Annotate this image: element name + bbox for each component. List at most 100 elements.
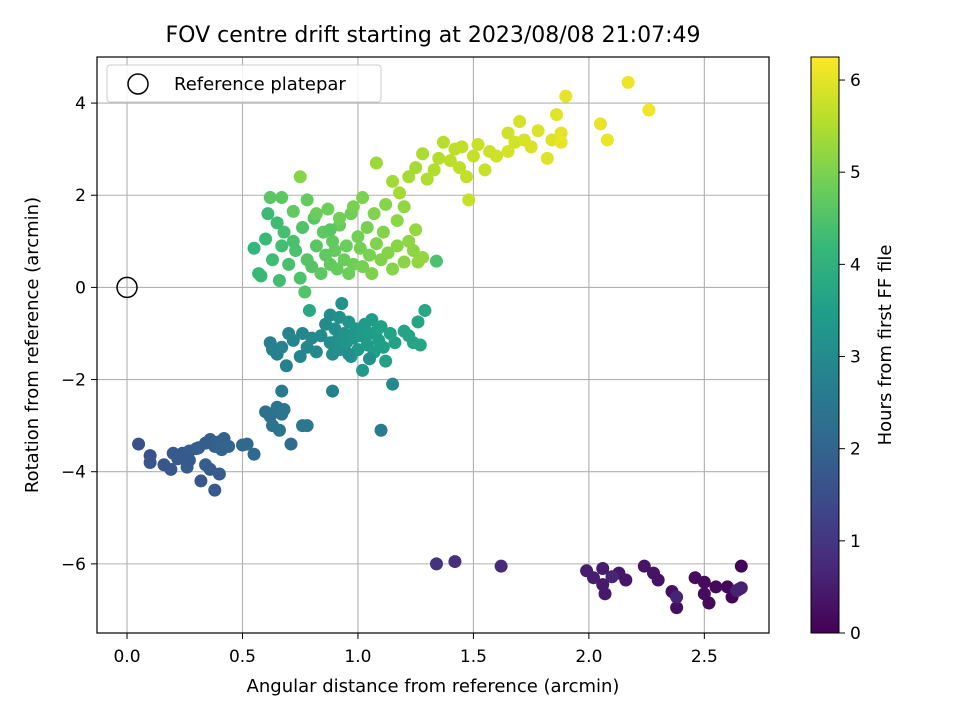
data-point	[330, 262, 344, 276]
data-point	[734, 559, 748, 573]
data-point	[374, 320, 388, 334]
data-point	[356, 260, 370, 274]
data-point	[388, 336, 402, 350]
data-point	[286, 204, 300, 218]
data-point	[203, 462, 217, 476]
y-tick-label: 2	[75, 186, 86, 206]
data-point	[314, 267, 328, 281]
x-tick-label: 1.5	[460, 647, 487, 667]
colorbar-tick-label: 3	[850, 348, 861, 368]
data-point	[298, 285, 312, 299]
y-tick-label: −6	[61, 555, 86, 575]
data-point	[328, 244, 342, 258]
data-point	[688, 571, 702, 585]
data-point	[524, 140, 538, 154]
data-point	[353, 241, 367, 255]
data-point	[275, 239, 289, 253]
data-point	[697, 587, 711, 601]
data-point	[272, 423, 286, 437]
data-point	[277, 225, 291, 239]
data-point	[621, 75, 635, 89]
data-point	[379, 354, 393, 368]
data-point	[309, 239, 323, 253]
data-point	[296, 220, 310, 234]
data-point	[670, 601, 684, 615]
data-point	[580, 564, 594, 578]
data-point	[270, 216, 284, 230]
data-point	[462, 193, 476, 207]
data-point	[302, 303, 316, 317]
colorbar-gradient	[811, 57, 839, 633]
data-point	[367, 207, 381, 221]
x-axis-label: Angular distance from reference (arcmin)	[247, 676, 620, 697]
data-point	[261, 207, 275, 221]
data-point	[531, 124, 545, 138]
data-point	[432, 151, 446, 165]
data-point	[360, 220, 374, 234]
reference-marker-group	[116, 276, 138, 299]
data-point	[637, 559, 651, 573]
data-point	[208, 483, 222, 497]
data-point	[305, 260, 319, 274]
plot-area: 0.0 0.5 1.0 1.5 2.0 2.5 −6 −4 −2 0 2 4	[61, 56, 770, 667]
data-point	[647, 566, 661, 580]
x-tick-label: 2.5	[691, 647, 718, 667]
data-point	[501, 126, 515, 140]
data-point	[379, 197, 393, 211]
reference-marker	[116, 276, 138, 299]
data-point	[406, 244, 420, 258]
data-point	[471, 138, 485, 152]
data-point	[254, 269, 268, 283]
data-point	[494, 559, 508, 573]
data-point	[240, 437, 254, 451]
data-point	[346, 200, 360, 214]
data-point	[448, 555, 462, 569]
data-point	[164, 462, 178, 476]
data-point	[300, 193, 314, 207]
data-point	[362, 352, 376, 366]
data-point	[501, 144, 515, 158]
data-point	[466, 149, 480, 163]
data-point	[386, 377, 400, 391]
colorbar-ticks: 0 1 2 3 4 5 6	[839, 71, 861, 644]
data-point	[413, 338, 427, 352]
data-point	[459, 170, 473, 184]
scatter-points	[132, 75, 748, 615]
y-tick-label: −4	[61, 463, 86, 483]
data-point	[416, 147, 430, 161]
data-point	[427, 163, 441, 177]
data-point	[397, 200, 411, 214]
legend: Reference platepar	[106, 64, 382, 103]
legend-box	[106, 64, 382, 103]
data-point	[132, 437, 146, 451]
plot-frame	[96, 56, 770, 634]
data-point	[443, 154, 457, 168]
data-point	[554, 135, 568, 149]
data-point	[600, 133, 614, 147]
data-point	[365, 267, 379, 281]
data-point	[478, 163, 492, 177]
data-point	[309, 345, 323, 359]
data-point	[277, 403, 291, 417]
data-point	[326, 384, 340, 398]
colorbar-label: Hours from first FF file	[875, 245, 896, 446]
data-point	[513, 115, 527, 129]
x-ticks: 0.0 0.5 1.0 1.5 2.0 2.5	[113, 633, 718, 667]
data-point	[282, 257, 296, 271]
data-point	[339, 239, 353, 253]
data-point	[356, 363, 370, 377]
data-point	[166, 446, 180, 460]
colorbar-tick-label: 1	[850, 532, 861, 552]
data-point	[409, 161, 423, 175]
data-point	[369, 237, 383, 251]
data-point	[593, 117, 607, 131]
data-point	[540, 151, 554, 165]
plot-background	[97, 57, 769, 633]
data-point	[321, 202, 335, 216]
colorbar-tick-label: 2	[850, 440, 861, 460]
data-point	[554, 126, 568, 140]
data-point	[596, 561, 610, 575]
data-point	[222, 439, 236, 453]
data-point	[362, 248, 376, 262]
